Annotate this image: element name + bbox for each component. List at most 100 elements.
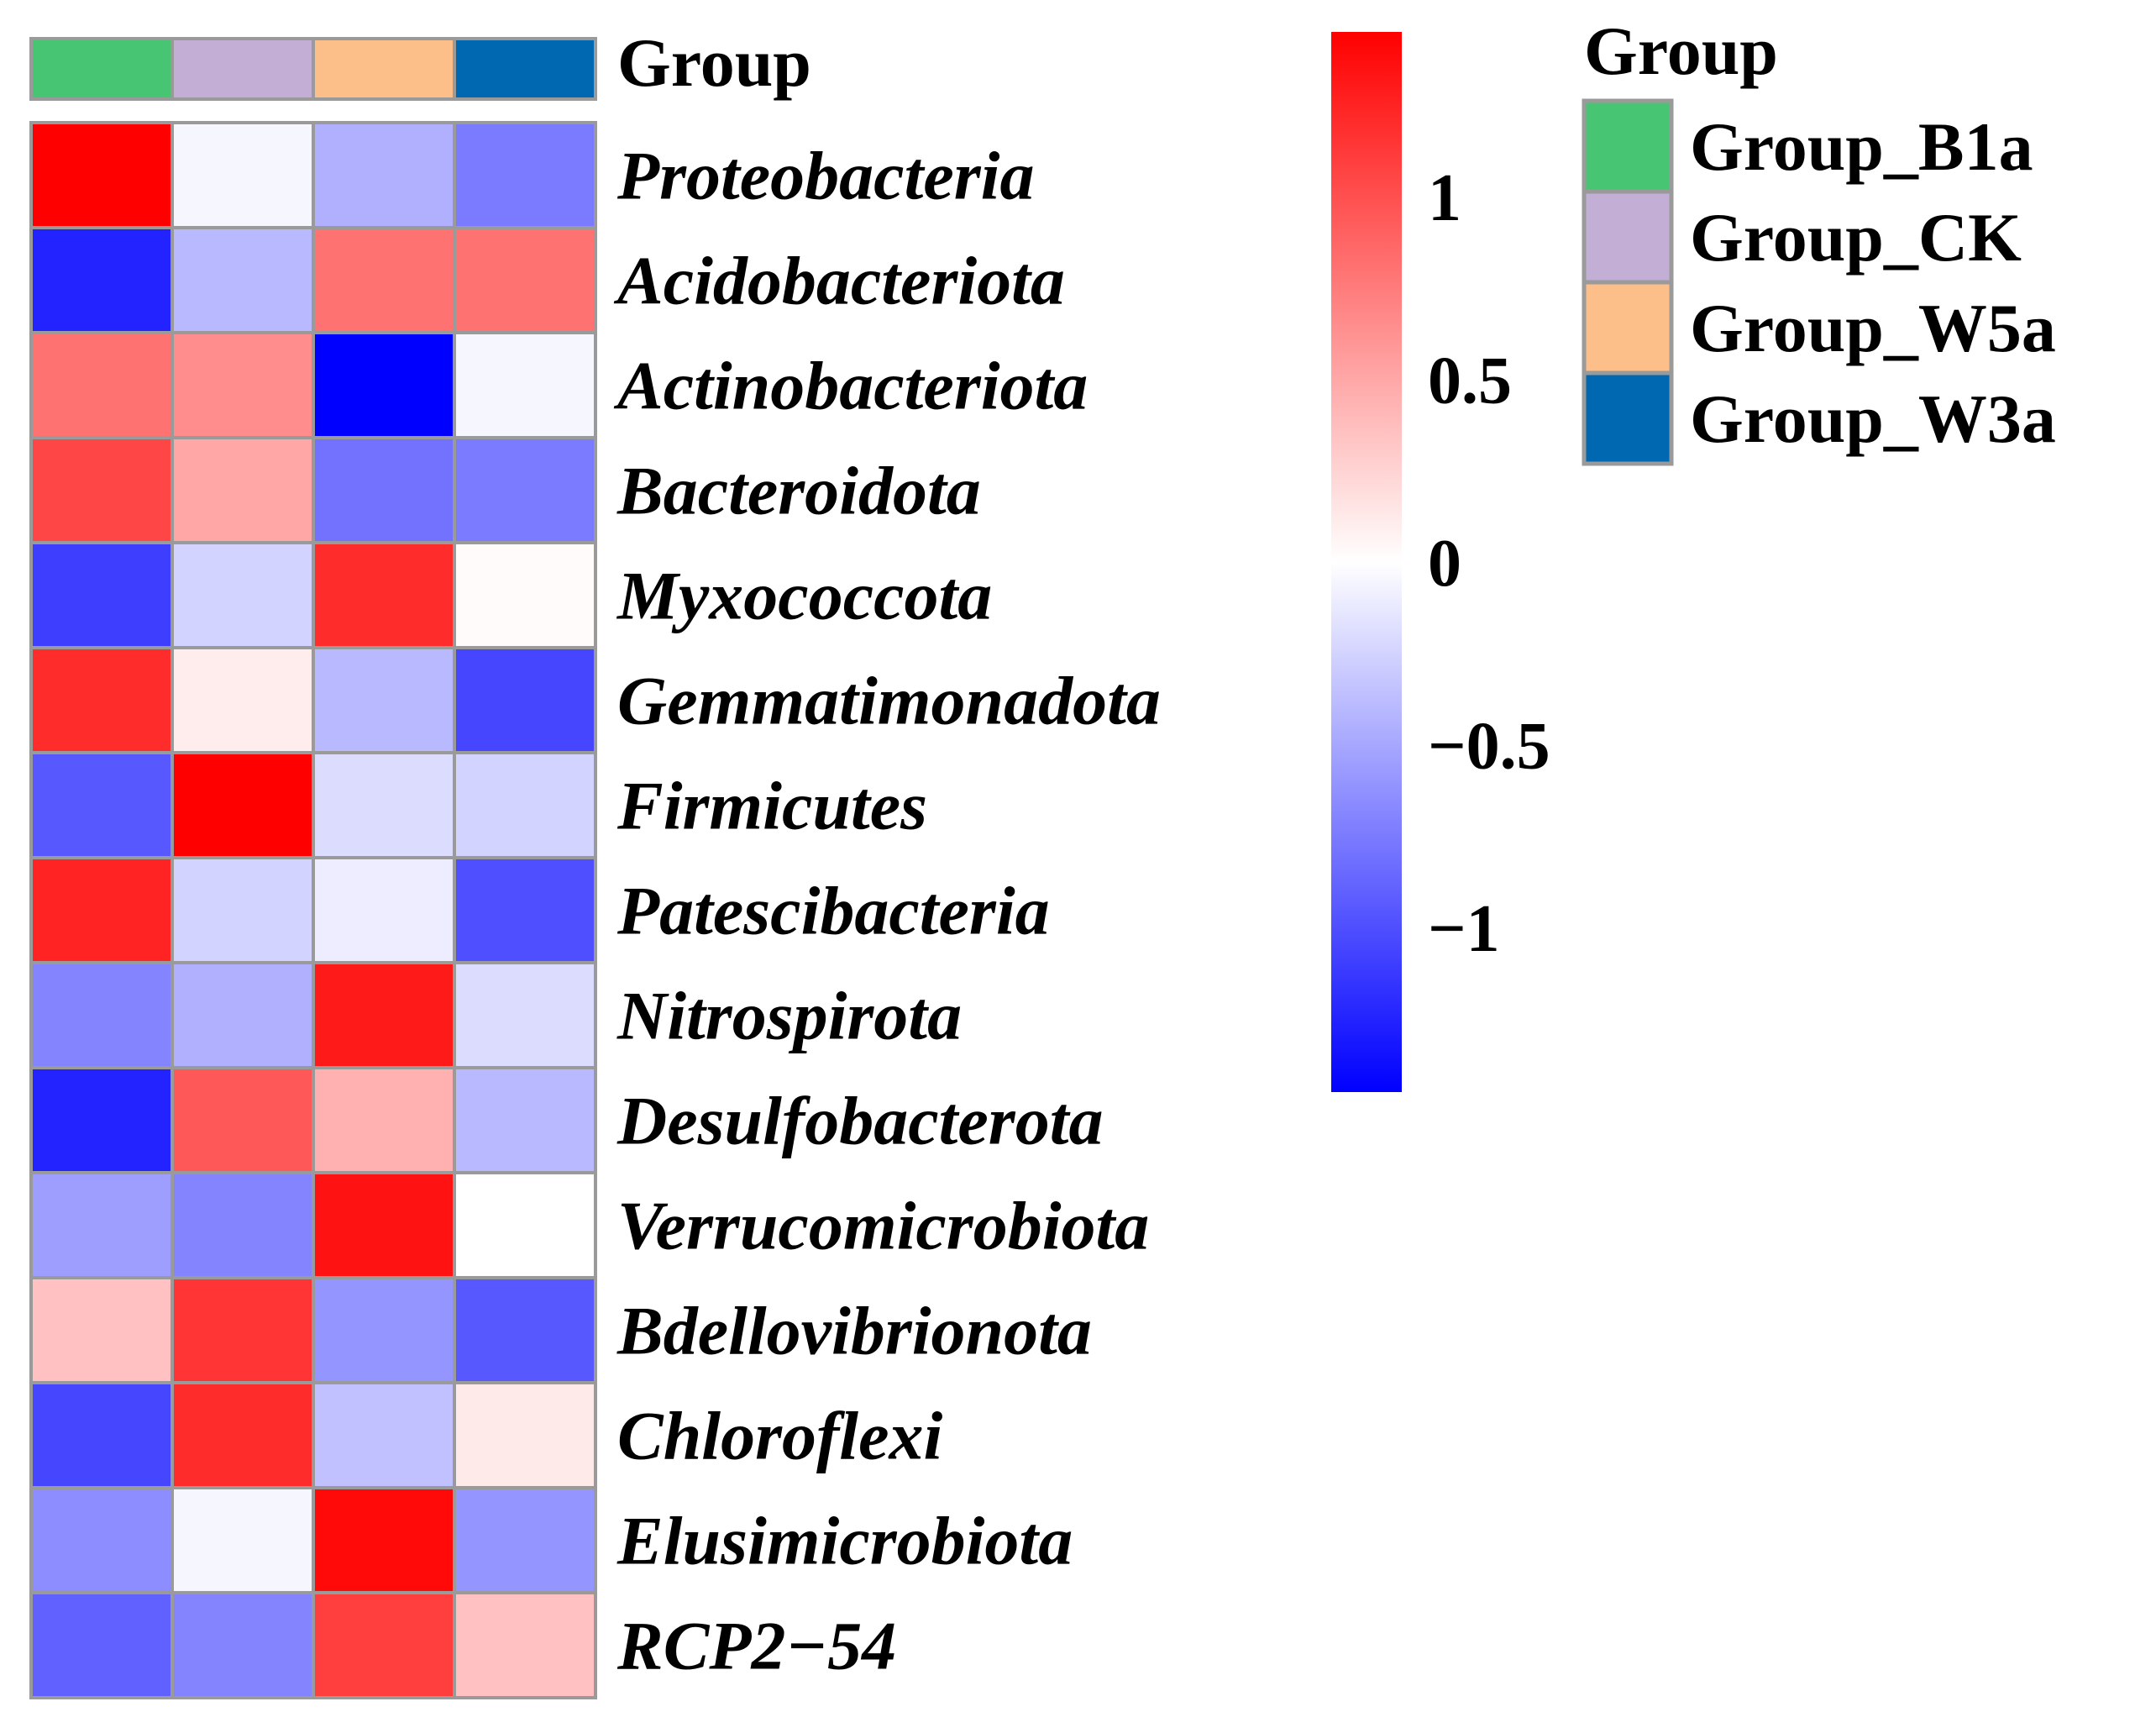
row-label: Acidobacteriota [613, 243, 1065, 319]
color-scale-ticks: 1 0.5 0 −0.5 −1 [1428, 161, 1550, 966]
heatmap-cell [170, 1171, 315, 1279]
legend-swatch [1582, 280, 1674, 375]
color-scale-tick-label: −0.5 [1428, 710, 1550, 784]
heatmap-cell [453, 751, 597, 859]
heatmap-cell [170, 646, 315, 754]
heatmap-cell [453, 436, 597, 544]
legend-label: Group_CK [1690, 199, 2022, 276]
heatmap-cell [170, 1276, 315, 1384]
legend-swatch [1582, 189, 1674, 285]
heatmap-cell [453, 226, 597, 334]
heatmap-cell [312, 961, 456, 1069]
annotation-cell-group-w3a [453, 37, 597, 101]
heatmap-cell [453, 1276, 597, 1384]
heatmap-cell [170, 961, 315, 1069]
row-label: Elusimicrobiota [616, 1503, 1073, 1579]
legend-label: Group_W5a [1690, 290, 2056, 366]
heatmap-cell [312, 121, 456, 229]
heatmap-cell [29, 1276, 174, 1384]
row-label: Gemmatimonadota [617, 663, 1161, 739]
heatmap-cell [29, 541, 174, 649]
heatmap-cell [453, 331, 597, 439]
row-label: Desulfobacterota [616, 1083, 1103, 1159]
heatmap-cell [170, 1066, 315, 1174]
heatmap-cell [29, 331, 174, 439]
annotation-cell-group-ck [170, 37, 315, 101]
heatmap-cell [312, 1381, 456, 1489]
row-label: Nitrospirota [616, 978, 962, 1054]
heatmap-cell [453, 1066, 597, 1174]
heatmap-cell [170, 436, 315, 544]
heatmap-cells [29, 121, 597, 1699]
heatmap-cell [170, 121, 315, 229]
row-label: Proteobacteria [616, 138, 1034, 214]
row-label: RCP2−54 [616, 1608, 896, 1684]
heatmap-cell [312, 331, 456, 439]
heatmap-cell [29, 751, 174, 859]
heatmap-cell [29, 1381, 174, 1489]
heatmap-cell [453, 1486, 597, 1594]
heatmap-cell [453, 961, 597, 1069]
row-label: Myxococcota [616, 558, 992, 634]
row-label: Patescibacteria [616, 873, 1050, 949]
heatmap-cell [453, 1591, 597, 1699]
heatmap-cell [29, 1066, 174, 1174]
annotation-cell-group-w5a [312, 37, 456, 101]
heatmap-cell [29, 1171, 174, 1279]
heatmap-cell [29, 1591, 174, 1699]
heatmap-cell [312, 646, 456, 754]
heatmap-cell [453, 856, 597, 964]
heatmap-cell [170, 541, 315, 649]
heatmap-cell [312, 1276, 456, 1384]
heatmap-cell [170, 751, 315, 859]
heatmap-cell [170, 226, 315, 334]
heatmap-cell [312, 1486, 456, 1594]
heatmap-cell [170, 1591, 315, 1699]
legend-title: Group [1584, 13, 1778, 89]
heatmap-cell [312, 1591, 456, 1699]
heatmap-cell [312, 436, 456, 544]
heatmap-cell [29, 436, 174, 544]
row-labels: Proteobacteria Acidobacteriota Actinobacte… [613, 138, 1161, 1684]
heatmap-cell [29, 121, 174, 229]
row-label: Firmicutes [616, 768, 927, 844]
heatmap-cell [170, 856, 315, 964]
row-label: Chloroflexi [617, 1398, 942, 1474]
color-scale-tick-label: 0.5 [1428, 344, 1512, 417]
heatmap-cell [453, 121, 597, 229]
color-scale-bar [1331, 32, 1402, 1092]
heatmap-cell [312, 1066, 456, 1174]
heatmap-cell [29, 646, 174, 754]
heatmap-cell [29, 1486, 174, 1594]
legend-swatch [1582, 98, 1674, 194]
heatmap-cell [29, 961, 174, 1069]
heatmap-cell [312, 1171, 456, 1279]
heatmap-cell [312, 226, 456, 334]
heatmap-cell [170, 1381, 315, 1489]
heatmap-cell [29, 226, 174, 334]
heatmap-cell [453, 646, 597, 754]
heatmap-cell [453, 1381, 597, 1489]
row-label: Actinobacteriota [613, 348, 1088, 424]
heatmap-cell [312, 856, 456, 964]
legend-label: Group_B1a [1690, 108, 2033, 185]
row-label: Bacteroidota [616, 453, 981, 529]
legend-swatch [1582, 370, 1674, 466]
heatmap-cell [170, 331, 315, 439]
heatmap-cell [29, 856, 174, 964]
color-scale-tick-label: −1 [1428, 892, 1500, 966]
row-label: Verrucomicrobiota [617, 1188, 1149, 1264]
legend-label: Group_W3a [1690, 381, 2056, 457]
group-annotation-bar [29, 37, 597, 101]
color-scale-tick-label: 1 [1428, 161, 1461, 235]
annotation-title: Group [617, 24, 811, 101]
heatmap-cell [453, 541, 597, 649]
annotation-cell-group-b1a [29, 37, 174, 101]
row-label: Bdellovibrionota [616, 1293, 1092, 1369]
heatmap-cell [312, 751, 456, 859]
heatmap-cell [453, 1171, 597, 1279]
group-legend: Group_B1a Group_CK Group_W5a Group_W3a [1582, 98, 2056, 466]
heatmap-cell [312, 541, 456, 649]
